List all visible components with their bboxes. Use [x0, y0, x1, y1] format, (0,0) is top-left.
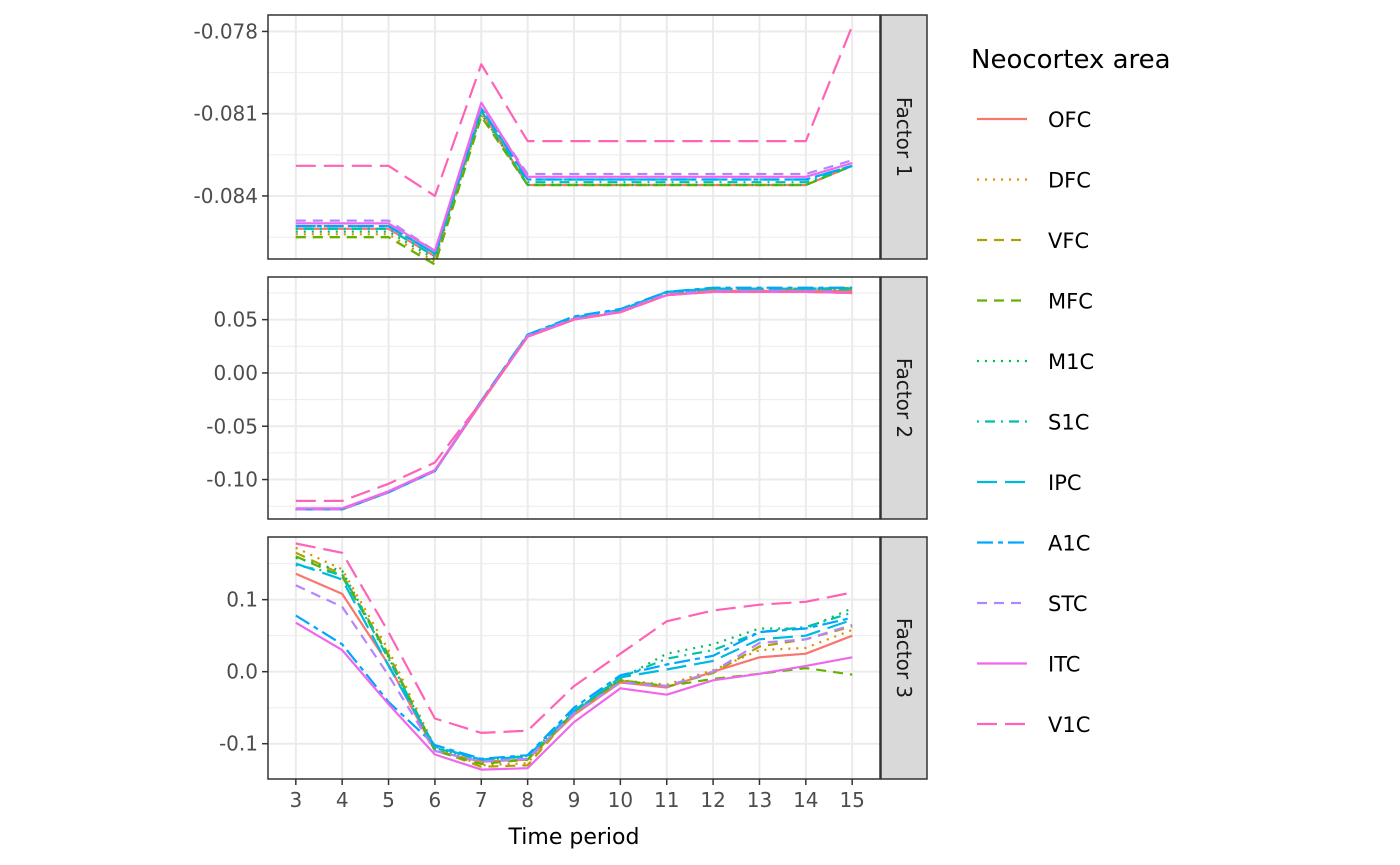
legend-item-stc: STC: [977, 592, 1088, 616]
legend-label: V1C: [1048, 713, 1090, 737]
x-tick-label: 8: [521, 788, 534, 812]
panel-border: [267, 276, 881, 520]
y-tick-label: -0.05: [206, 414, 258, 438]
legend-label: A1C: [1048, 532, 1090, 556]
legend-label: ITC: [1048, 653, 1080, 677]
x-tick-label: 3: [289, 788, 302, 812]
series-line-v1c: [295, 542, 853, 735]
series-line-v1c: [295, 25, 854, 197]
x-tick-label: 9: [568, 788, 581, 812]
series-line-stc: [295, 584, 853, 763]
legend-label: OFC: [1048, 108, 1091, 132]
y-tick-label: 0.00: [213, 361, 258, 385]
x-tick-label: 12: [700, 788, 725, 812]
series-line-a1c: [295, 614, 853, 760]
series-line-itc: [295, 101, 853, 252]
y-tick-label: -0.078: [194, 19, 258, 43]
series-line-itc: [295, 621, 853, 771]
x-axis-title: Time period: [508, 825, 640, 850]
legend: Neocortex area OFC DFC VFC MFC M1C S1C IPC A1C S…: [971, 45, 1171, 737]
series-line-stc: [295, 104, 853, 252]
x-tick-label: 7: [475, 788, 488, 812]
y-tick-label: -0.084: [194, 184, 258, 208]
legend-label: STC: [1048, 592, 1088, 616]
legend-items: OFC DFC VFC MFC M1C S1C IPC A1C STC ITC V1C: [977, 108, 1094, 737]
legend-title: Neocortex area: [971, 45, 1171, 75]
legend-label: S1C: [1048, 411, 1089, 435]
y-tick-label: -0.1: [219, 732, 258, 756]
strip-2: Factor 2: [880, 276, 928, 520]
series-line-v1c: [295, 290, 853, 502]
x-tick-label: 6: [429, 788, 442, 812]
strip-label: Factor 3: [892, 618, 916, 698]
panel-2: -0.10 -0.05 0.00 0.05: [206, 276, 881, 520]
strip-1: Factor 1: [880, 14, 928, 260]
legend-item-m1c: M1C: [977, 350, 1094, 374]
legend-label: DFC: [1048, 169, 1091, 193]
strip-label: Factor 2: [892, 358, 916, 438]
legend-item-s1c: S1C: [977, 411, 1089, 435]
legend-item-itc: ITC: [977, 653, 1080, 677]
panel-3: -0.1 0.0 0.1: [219, 536, 881, 780]
strip-label: Factor 1: [892, 97, 916, 177]
y-tick-label: 0.05: [213, 308, 258, 332]
x-tick-label: 11: [654, 788, 679, 812]
legend-label: VFC: [1048, 229, 1089, 253]
series-line-s1c: [295, 109, 853, 258]
x-tick-label: 15: [839, 788, 864, 812]
y-tick-label: 0.1: [226, 588, 258, 612]
x-tick-label: 4: [336, 788, 349, 812]
strip-background: [880, 276, 928, 520]
y-tick-label: 0.0: [226, 660, 258, 684]
x-tick-label: 13: [747, 788, 772, 812]
x-tick-label: 10: [608, 788, 633, 812]
series-line-ipc: [295, 562, 853, 761]
legend-label: MFC: [1048, 290, 1093, 314]
series-line-m1c: [295, 112, 853, 261]
legend-item-v1c: V1C: [977, 713, 1090, 737]
x-tick-label: 5: [382, 788, 395, 812]
legend-item-ipc: IPC: [977, 471, 1082, 495]
facet-strips: Factor 1 Factor 2 Factor 3: [880, 14, 928, 780]
strip-background: [880, 536, 928, 780]
legend-item-dfc: DFC: [977, 169, 1091, 193]
legend-item-vfc: VFC: [977, 229, 1089, 253]
y-tick-label: -0.10: [206, 468, 258, 492]
x-tick-label: 14: [793, 788, 818, 812]
series-line-ipc: [295, 107, 853, 255]
legend-label: M1C: [1048, 350, 1094, 374]
legend-item-ofc: OFC: [977, 108, 1091, 132]
panel-1: -0.084 -0.081 -0.078: [194, 14, 881, 266]
y-tick-label: -0.081: [194, 102, 258, 126]
panel-border: [267, 14, 881, 260]
x-axis: 3 4 5 6 7 8 9 10 11 12 13 14 15: [289, 779, 865, 812]
chart-panels: -0.084-0.081-0.078-0.10-0.050.000.05-0.1…: [194, 14, 881, 780]
legend-item-mfc: MFC: [977, 290, 1093, 314]
strip-background: [880, 14, 928, 260]
legend-label: IPC: [1048, 471, 1082, 495]
strip-3: Factor 3: [880, 536, 928, 780]
legend-item-a1c: A1C: [977, 532, 1090, 556]
